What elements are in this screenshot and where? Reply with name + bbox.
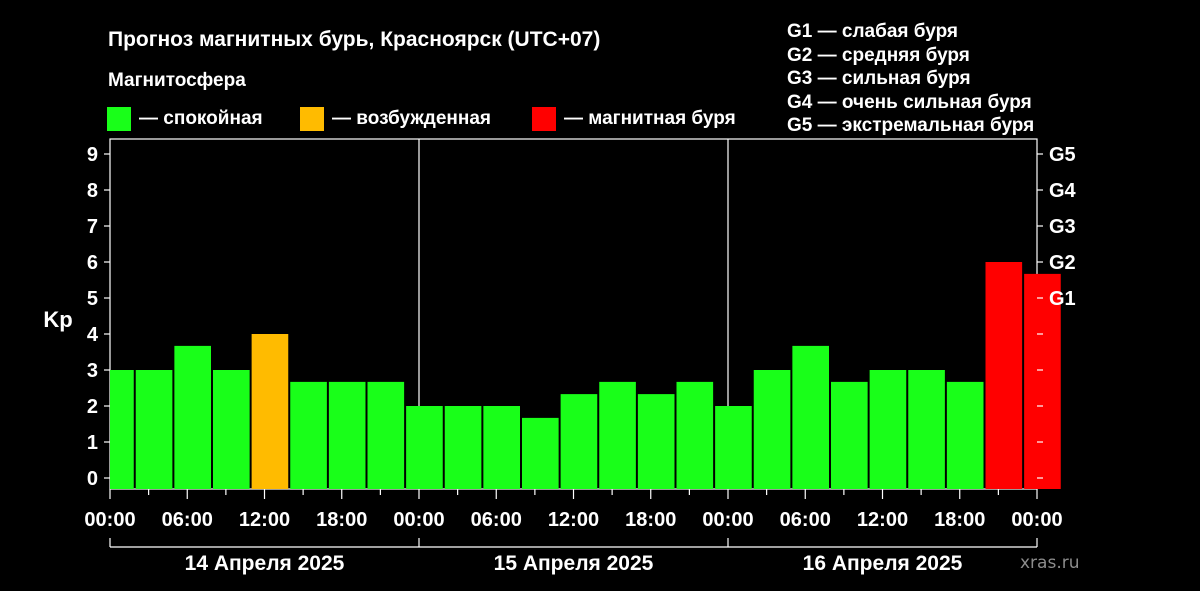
kp-bar bbox=[174, 345, 211, 489]
y-tick-label: 7 bbox=[87, 216, 98, 238]
kp-bar bbox=[908, 370, 945, 489]
x-tick-label: 18:00 bbox=[934, 509, 985, 531]
kp-bar bbox=[290, 381, 327, 489]
storm-level-g1: G1 — слабая буря bbox=[787, 21, 959, 42]
kp-bar bbox=[637, 394, 675, 489]
y-tick-label: 9 bbox=[87, 144, 98, 166]
kp-bar bbox=[831, 381, 868, 489]
kp-bar bbox=[676, 381, 714, 489]
y-tick-label: 1 bbox=[87, 432, 98, 454]
y-tick-label: 3 bbox=[87, 360, 98, 382]
kp-bar bbox=[792, 345, 829, 489]
kp-bar bbox=[110, 370, 134, 489]
y-tick-label: 5 bbox=[87, 288, 98, 310]
kp-bar bbox=[251, 334, 289, 489]
kp-bar bbox=[985, 262, 1023, 489]
y-tick-label: 6 bbox=[87, 252, 98, 274]
kp-bar bbox=[328, 381, 366, 489]
x-tick-label: 00:00 bbox=[393, 509, 444, 531]
y-tick-label: 8 bbox=[87, 180, 98, 202]
g-level-label: G1 bbox=[1049, 288, 1076, 310]
x-tick-label: 06:00 bbox=[780, 509, 831, 531]
legend-item-calm: — спокойная bbox=[107, 106, 263, 132]
x-tick-label: 18:00 bbox=[316, 509, 367, 531]
legend-swatch-storm bbox=[532, 107, 556, 131]
g-level-label: G4 bbox=[1049, 180, 1077, 202]
day-label: 15 Апреля 2025 bbox=[494, 552, 654, 575]
kp-bar bbox=[367, 381, 405, 489]
kp-bar bbox=[946, 381, 984, 489]
x-tick-label: 12:00 bbox=[857, 509, 908, 531]
kp-bar bbox=[753, 370, 791, 489]
kp-bar bbox=[483, 406, 520, 489]
kp-bar bbox=[135, 370, 173, 489]
storm-level-legend: G1 — слабая буря G2 — средняя буря G3 — … bbox=[787, 20, 1034, 138]
y-axis-label: Kp bbox=[43, 307, 72, 332]
storm-level-g2: G2 — средняя буря bbox=[787, 44, 970, 66]
legend-label-calm: — спокойная bbox=[139, 108, 263, 129]
x-tick-label: 00:00 bbox=[84, 509, 135, 531]
day-label: 14 Апреля 2025 bbox=[185, 552, 345, 575]
kp-bar bbox=[869, 370, 907, 489]
kp-bar bbox=[715, 406, 752, 489]
day-label: 16 Апреля 2025 bbox=[803, 552, 963, 575]
x-tick-label: 06:00 bbox=[162, 509, 213, 531]
legend-item-excited: — возбужденная bbox=[300, 106, 491, 132]
kp-bar bbox=[560, 394, 598, 489]
chart-subtitle: Магнитосфера bbox=[108, 70, 246, 91]
x-tick-label: 00:00 bbox=[702, 509, 753, 531]
legend-swatch-excited bbox=[300, 107, 324, 131]
kp-bar bbox=[213, 370, 250, 489]
legend-swatch-calm bbox=[107, 107, 131, 131]
x-tick-label: 18:00 bbox=[625, 509, 676, 531]
x-tick-label: 06:00 bbox=[471, 509, 522, 531]
g-level-label: G5 bbox=[1049, 144, 1076, 166]
x-tick-label: 12:00 bbox=[239, 509, 290, 531]
x-tick-label: 12:00 bbox=[548, 509, 599, 531]
x-tick-label: 00:00 bbox=[1011, 509, 1062, 531]
storm-level-g5: G5 — экстремальная буря bbox=[787, 115, 1035, 136]
legend-item-storm: — магнитная буря bbox=[532, 106, 736, 132]
chart-title: Прогноз магнитных бурь, Красноярск (UTC+… bbox=[108, 28, 601, 51]
y-tick-label: 2 bbox=[87, 396, 98, 418]
y-tick-label: 0 bbox=[87, 468, 98, 490]
storm-level-g4: G4 — очень сильная буря bbox=[787, 91, 1032, 113]
legend-label-storm: — магнитная буря bbox=[564, 108, 736, 129]
g-level-label: G2 bbox=[1049, 252, 1076, 274]
legend-label-excited: — возбужденная bbox=[332, 108, 492, 129]
storm-level-g3: G3 — сильная буря bbox=[787, 68, 971, 89]
watermark: xras.ru bbox=[1020, 553, 1080, 573]
kp-bar bbox=[1024, 273, 1061, 489]
y-tick-label: 4 bbox=[87, 324, 99, 346]
kp-bar bbox=[599, 381, 636, 489]
kp-bar bbox=[444, 406, 482, 489]
kp-bar bbox=[522, 417, 559, 489]
g-level-label: G3 bbox=[1049, 216, 1076, 238]
kp-bar bbox=[406, 406, 443, 489]
